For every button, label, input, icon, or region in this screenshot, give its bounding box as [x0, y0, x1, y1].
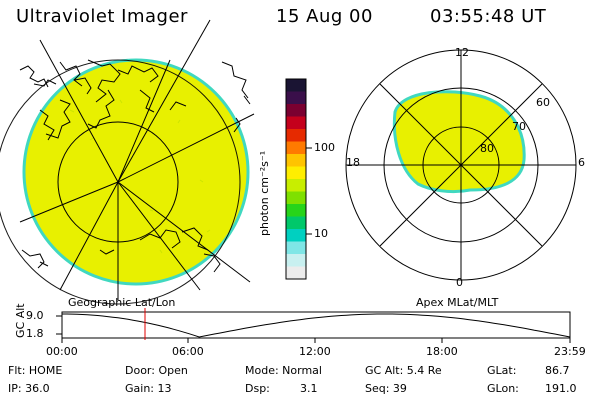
timeline-ytick-9: 9.0	[26, 309, 44, 322]
mlat-label-70: 70	[512, 120, 526, 133]
mlt-label-0: 0	[456, 276, 463, 289]
info-gcalt: GC Alt: 5.4 Re	[365, 364, 442, 377]
info-mode: Mode: Normal	[245, 364, 322, 377]
info-glat-value: 86.7	[545, 364, 570, 377]
coastlines	[19, 59, 251, 273]
info-gain: Gain: 13	[125, 382, 172, 395]
timeline-xtick-4: 23:59	[554, 345, 586, 358]
auroral-disk-geo	[22, 58, 250, 286]
colorbar-band	[286, 179, 306, 192]
info-glat-label: GLat:	[487, 364, 517, 377]
colorbar-band	[286, 216, 306, 230]
info-glon-value: 191.0	[545, 382, 577, 395]
geographic-image	[0, 19, 255, 305]
colorbar-band	[286, 79, 306, 92]
mlt-label-12: 12	[455, 46, 469, 59]
timeline-xtick-3: 18:00	[426, 345, 458, 358]
info-ip: IP: 36.0	[8, 382, 50, 395]
colorbar-band	[286, 129, 306, 142]
info-dsp-value: 3.1	[300, 382, 318, 395]
colorbar-band	[286, 141, 306, 155]
colorbar-band	[286, 229, 306, 242]
colorbar-band	[286, 266, 306, 280]
instrument-title: Ultraviolet Imager	[16, 6, 188, 27]
colorbar-tick-10: 10	[314, 227, 328, 240]
altitude-curve	[62, 313, 571, 338]
geo-caption: Geographic Lat/Lon	[68, 296, 176, 309]
info-seq: Seq: 39	[365, 382, 407, 395]
mlat-label-60: 60	[536, 96, 550, 109]
colorbar-tick-100: 100	[314, 141, 335, 154]
date-label: 15 Aug 00	[276, 6, 373, 27]
mlat-label-80: 80	[480, 142, 494, 155]
time-label: 03:55:48 UT	[430, 6, 547, 27]
auroral-oval	[392, 90, 526, 194]
geo-grid	[0, 19, 255, 305]
altitude-timeline	[56, 308, 571, 343]
info-dsp-label: Dsp:	[245, 382, 270, 395]
timeline-xtick-2: 12:00	[299, 345, 331, 358]
colorbar-band	[286, 191, 306, 205]
mlt-label-18: 18	[346, 156, 360, 169]
colorbar-unit-label: photon cm⁻²s⁻¹	[258, 150, 271, 236]
timeline-xtick-0: 00:00	[46, 345, 78, 358]
colorbar-band	[286, 154, 306, 167]
colorbar-band	[286, 116, 306, 130]
timeline-ytick-1-8: 1.8	[26, 327, 44, 340]
apex-caption: Apex MLat/MLT	[416, 296, 499, 309]
colorbar-band	[286, 166, 306, 180]
mlt-label-6: 6	[578, 156, 585, 169]
colorbar-band	[286, 91, 306, 105]
info-glon-label: GLon:	[487, 382, 519, 395]
polar-plot	[345, 49, 577, 281]
timeline-xtick-1: 06:00	[172, 345, 204, 358]
colorbar-band	[286, 204, 306, 217]
colorbar	[285, 78, 312, 280]
colorbar-band	[286, 104, 306, 117]
colorbar-band	[286, 241, 306, 255]
info-flt: Flt: HOME	[8, 364, 63, 377]
colorbar-band	[286, 254, 306, 267]
info-door: Door: Open	[125, 364, 188, 377]
